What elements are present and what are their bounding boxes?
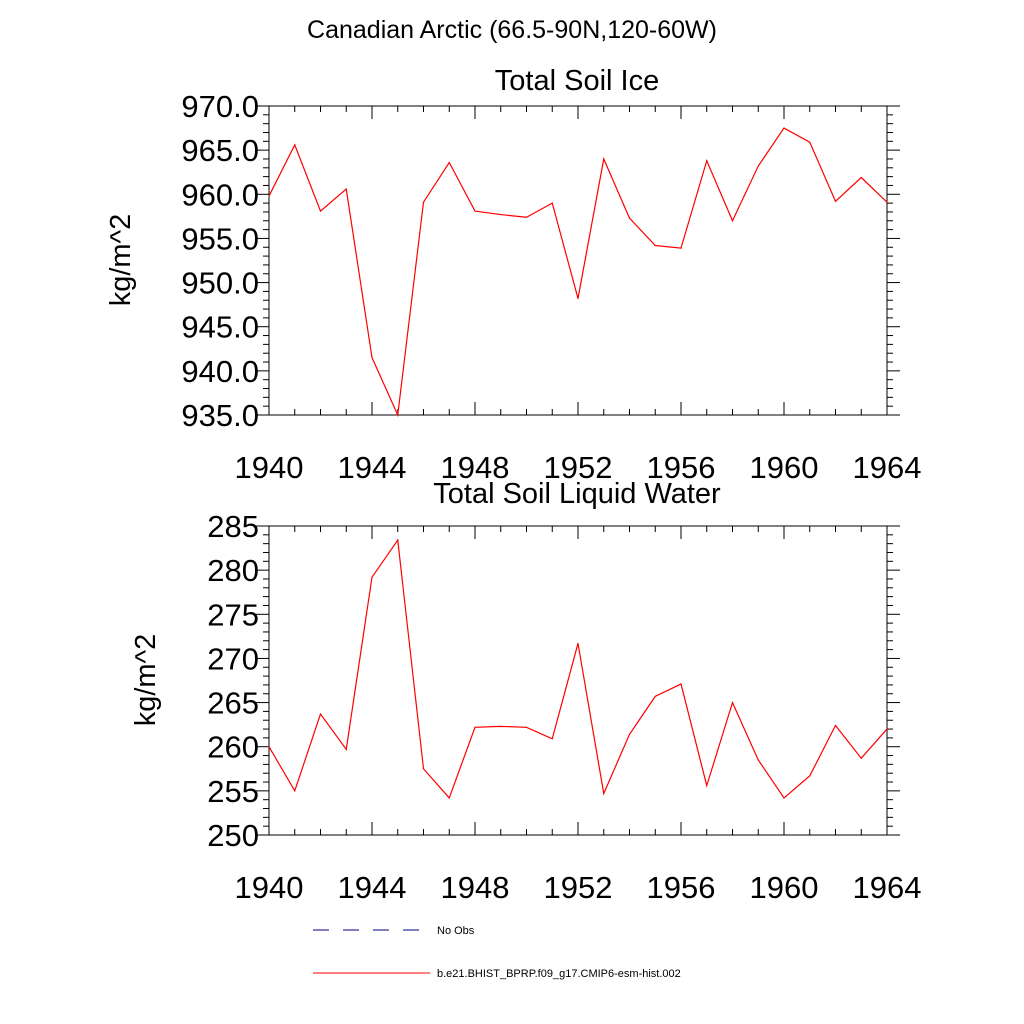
x-tick-label: 1940 [235,870,304,905]
x-tick-label: 1952 [544,450,613,485]
data-point [577,642,579,645]
y-tick-label: 960.0 [181,177,259,212]
data-point [268,195,270,197]
y-tick-label: 275 [207,597,259,632]
data-point [268,746,270,748]
data-point [294,790,296,792]
chart-title: Total Soil Liquid Water [433,478,721,510]
x-tick-label: 1960 [750,450,819,485]
data-point [706,784,708,787]
y-tick-label: 270 [207,641,259,676]
plot-frame [268,105,888,416]
data-point [654,244,656,247]
data-point [731,220,734,222]
y-tick-label: 965.0 [181,133,259,168]
legend-label: b.e21.BHIST_BPRP.f09_g17.CMIP6-esm-hist.… [437,968,681,980]
data-point [319,210,322,212]
data-point [294,144,296,146]
data-point [809,141,811,143]
y-tick-label: 250 [207,818,259,853]
data-point [448,161,450,164]
data-point [706,160,708,162]
series-line [268,538,888,800]
data-point [834,200,837,202]
data-point [757,165,759,167]
data-point [371,576,373,578]
chart-title: Total Soil Ice [495,65,659,97]
y-axis-label: kg/m^2 [105,214,137,307]
soil-liquid-water-panel: Total Soil Liquid Water kg/m^2 1940 1944 1… [130,478,921,905]
y-tick-label: 260 [207,730,259,765]
x-tick-label: 1944 [338,870,407,905]
y-tick-label: 265 [207,686,259,721]
data-point [783,797,785,799]
y-tick-label: 955.0 [181,221,259,256]
x-tick-label: 1956 [647,450,716,485]
data-point [448,797,450,799]
x-tick-label: 1944 [338,450,407,485]
y-tick-label: 940.0 [181,354,259,389]
data-point [371,357,373,359]
y-tick-label: 285 [207,509,259,544]
data-point [603,792,605,795]
data-point [319,713,322,715]
y-axis-label: kg/m^2 [130,634,162,727]
data-point [500,725,502,728]
data-point [525,726,528,728]
data-point [474,210,476,212]
x-tick-label: 1948 [441,870,510,905]
x-tick-label: 1952 [544,870,613,905]
series-line [268,127,888,418]
x-tick-label: 1964 [853,450,922,485]
data-point [654,695,656,697]
legend: No Obs b.e21.BHIST_BPRP.f09_g17.CMIP6-es… [313,925,681,980]
data-point [603,158,605,160]
data-point [577,297,579,300]
data-point [551,738,553,740]
y-tick-label: 280 [207,553,259,588]
page-title: Canadian Arctic (66.5-90N,120-60W) [307,16,717,44]
y-tick-label: 950.0 [181,266,259,301]
data-point [628,217,631,219]
data-point [783,127,785,129]
data-point [551,202,553,204]
data-point [680,247,682,249]
data-point [397,414,399,416]
x-tick-label: 1940 [235,450,304,485]
data-point [345,748,347,750]
y-tick-label: 970.0 [181,89,259,124]
data-point [886,201,888,203]
data-point [500,213,502,216]
legend-label: No Obs [437,925,475,937]
data-point [422,201,425,203]
data-point [809,775,811,777]
data-point [345,188,347,190]
data-point [397,539,399,541]
data-point [525,216,528,218]
x-tick-label: 1960 [750,870,819,905]
data-point [886,728,888,730]
data-point [860,176,862,179]
y-tick-label: 935.0 [181,398,259,433]
data-point [628,733,631,735]
x-tick-label: 1948 [441,450,510,485]
data-point [834,724,837,727]
y-tick-label: 255 [207,774,259,809]
data-point [731,701,734,704]
x-tick-label: 1964 [853,870,922,905]
data-point [680,683,682,685]
data-point [474,726,476,728]
data-point [422,768,425,770]
y-tick-label: 945.0 [181,310,259,345]
soil-ice-panel: Total Soil Ice kg/m^2 1940 1944 1948 1952 19… [105,65,921,485]
data-point [757,759,759,761]
data-point [860,757,862,759]
x-tick-label: 1956 [647,870,716,905]
